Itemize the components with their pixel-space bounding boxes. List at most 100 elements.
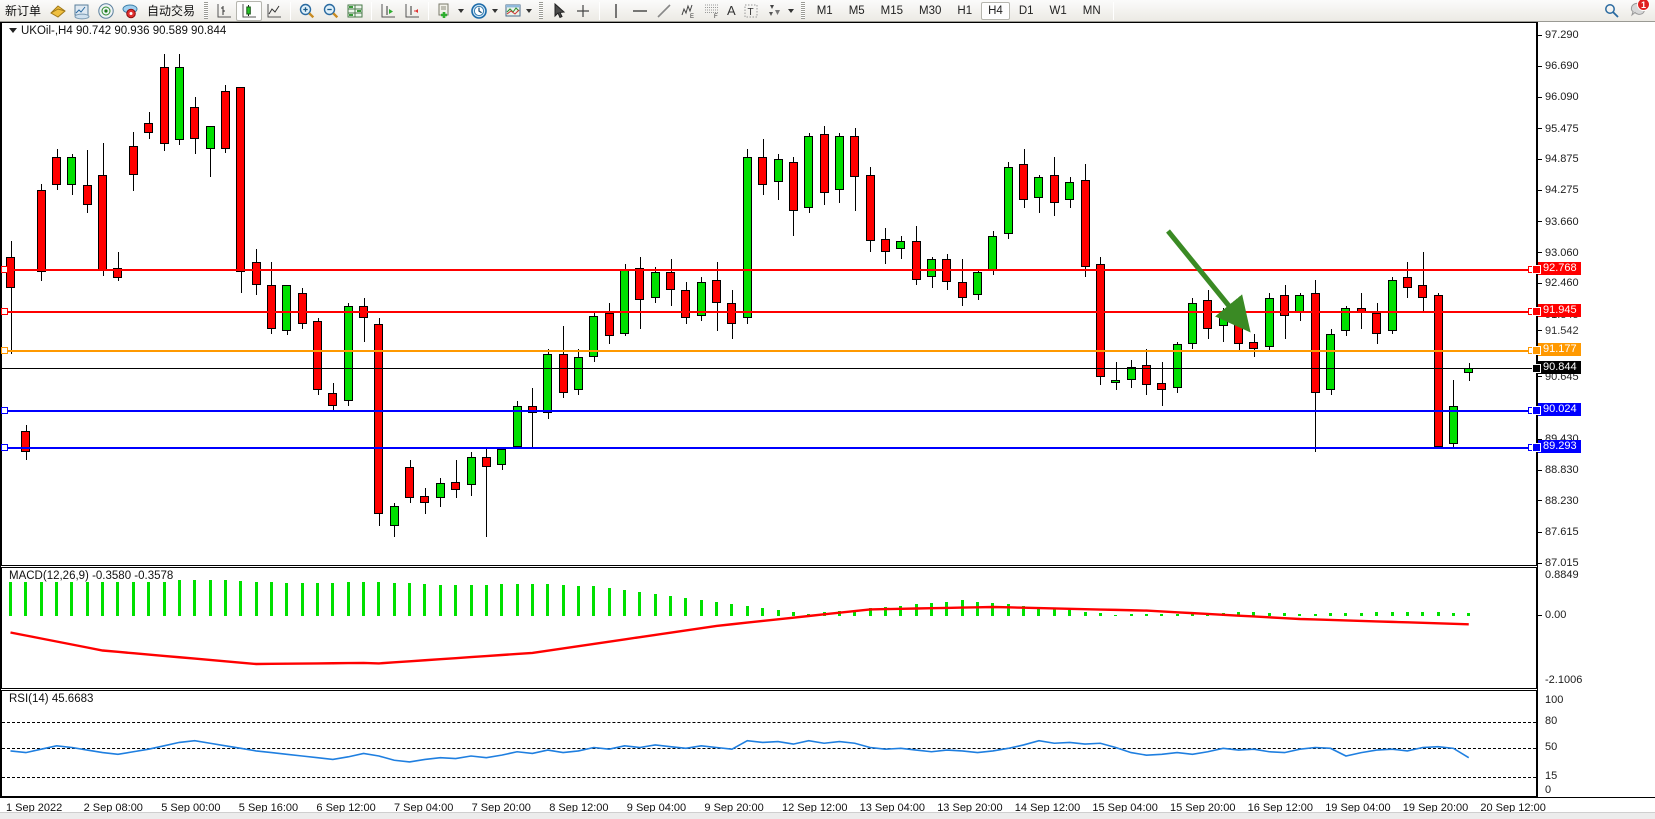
price-axis[interactable]: 97.290 96.690 96.090 95.475 94.875 94.275 93.6… (1532, 22, 1655, 797)
toolbar-grip-3[interactable] (800, 2, 805, 19)
timeframe-m15[interactable]: M15 (880, 4, 904, 17)
price-pane[interactable]: UKOil-,H4 90.742 90.936 90.589 90.844 (1, 22, 1538, 566)
shapes-icon[interactable] (763, 1, 787, 21)
down-trend-arrow (1166, 229, 1251, 333)
price-line-support-2[interactable] (2, 447, 1538, 450)
rsi-level-50 (2, 747, 1536, 749)
candle-body (1387, 279, 1397, 332)
navigator-icon[interactable] (94, 1, 118, 21)
candlestick-chart-icon[interactable] (236, 0, 263, 21)
candle-body (297, 292, 307, 324)
indicators-icon[interactable] (433, 1, 457, 21)
timeframe-m5[interactable]: M5 (848, 4, 865, 17)
chart-menu-caret[interactable] (9, 28, 17, 34)
label-icon[interactable]: T (739, 1, 763, 21)
macd-histogram-bar (55, 578, 59, 616)
macd-tick: 0.00 (1538, 610, 1566, 621)
price-line-resistance-1[interactable] (2, 268, 1538, 271)
symbol-ohlc-text: UKOil-,H4 90.742 90.936 90.589 90.844 (21, 25, 227, 37)
toolbar-separator-3 (428, 1, 430, 20)
rsi-pane[interactable]: RSI(14) 45.6683 (1, 690, 1537, 797)
toolbar-grip-1[interactable] (204, 2, 209, 19)
search-icon[interactable] (1603, 2, 1621, 20)
grid-icon[interactable] (343, 1, 367, 21)
hline-icon[interactable] (628, 1, 652, 21)
indicators-dropdown-caret[interactable] (458, 8, 465, 13)
candle-body (1187, 302, 1197, 345)
zoom-out-icon[interactable] (319, 1, 343, 21)
timeframe-m1[interactable]: M1 (816, 4, 833, 17)
price-line-anchor[interactable] (1, 265, 8, 273)
candle-body (1448, 405, 1458, 445)
candle-body (1218, 313, 1228, 327)
macd-histogram-bar (899, 605, 903, 616)
period-icon[interactable] (467, 1, 491, 21)
price-line-current-price[interactable] (2, 367, 1538, 369)
candle-body (405, 467, 415, 499)
autotrade-button[interactable]: 自动交易 (147, 4, 196, 18)
notification-icon[interactable]: 1 (1629, 0, 1650, 20)
new-order-button[interactable]: 新订单 (5, 4, 42, 18)
vline-icon[interactable] (604, 1, 628, 21)
candle-body (988, 236, 998, 270)
rsi-label: RSI(14) 45.6683 (7, 693, 96, 705)
chart-header[interactable]: UKOil-,H4 90.742 90.936 90.589 90.844 (7, 25, 229, 37)
timeframe-h4[interactable]: H4 (981, 1, 1010, 20)
timeframe-h1[interactable]: H1 (957, 4, 973, 17)
autotrade-icon[interactable] (118, 1, 142, 21)
price-tag-resistance-1[interactable]: 92.768 (1532, 261, 1581, 275)
price-tag-current-price[interactable]: 90.844 (1532, 360, 1581, 374)
time-tick: 5 Sep 16:00 (238, 802, 299, 814)
macd-histogram-bar (269, 582, 273, 616)
macd-signal-line (10, 605, 1469, 666)
macd-histogram-bar (745, 606, 749, 616)
price-line-anchor[interactable] (1, 444, 8, 452)
market-watch-icon[interactable] (70, 1, 94, 21)
text-icon[interactable]: A (727, 3, 736, 18)
price-line-anchor[interactable] (1, 406, 8, 414)
line-chart-icon[interactable] (262, 1, 286, 21)
expert-advisor-icon[interactable] (46, 1, 70, 21)
price-line-anchor[interactable] (1, 347, 8, 355)
templates-dropdown-caret[interactable] (526, 8, 533, 13)
autoscroll-icon[interactable] (400, 1, 424, 21)
candle-body (389, 505, 399, 527)
time-tick: 19 Sep 20:00 (1402, 802, 1469, 814)
candle-body (1372, 313, 1382, 334)
price-tag-support-1[interactable]: 90.024 (1532, 402, 1581, 416)
macd-histogram-bar (1329, 613, 1333, 616)
shapes-dropdown-caret[interactable] (787, 8, 794, 13)
price-tag-pivot-line[interactable]: 91.177 (1532, 343, 1581, 357)
toolbar-grip-2[interactable] (539, 2, 544, 19)
price-line-resistance-2[interactable] (2, 310, 1538, 313)
macd-histogram-bar (561, 585, 565, 616)
candle-body (589, 315, 599, 357)
price-line-support-1[interactable] (2, 409, 1538, 412)
macd-pane[interactable]: MACD(12,26,9) -0.3580 -0.3578 (1, 567, 1537, 689)
macd-histogram-bar (254, 581, 258, 616)
shift-icon[interactable] (376, 1, 400, 21)
cursor-icon[interactable] (547, 1, 571, 21)
bar-chart-icon[interactable] (212, 1, 236, 21)
candle-wick (962, 259, 964, 306)
price-tag-resistance-2[interactable]: 91.945 (1532, 303, 1581, 317)
period-dropdown-caret[interactable] (492, 8, 499, 13)
time-tick: 9 Sep 04:00 (626, 802, 687, 814)
timeframe-mn[interactable]: MN (1082, 4, 1101, 17)
crosshair-icon[interactable] (571, 1, 595, 21)
price-line-pivot-line[interactable] (2, 350, 1538, 353)
timeframe-m30[interactable]: M30 (919, 4, 942, 17)
fibonacci-icon[interactable]: F (700, 1, 724, 21)
templates-icon[interactable] (501, 1, 525, 21)
candle-body (804, 136, 814, 208)
macd-histogram-bar (914, 604, 918, 616)
elliott-icon[interactable]: E (676, 1, 700, 21)
price-line-anchor[interactable] (1, 307, 8, 315)
zoom-in-icon[interactable] (295, 1, 319, 21)
timeframe-d1[interactable]: D1 (1018, 4, 1034, 17)
candle-wick (210, 136, 212, 178)
timeframe-w1[interactable]: W1 (1049, 4, 1067, 17)
trendline-icon[interactable] (652, 1, 676, 21)
price-tag-support-2[interactable]: 89.293 (1532, 440, 1581, 454)
price-tick: 90.645 (1538, 371, 1579, 383)
